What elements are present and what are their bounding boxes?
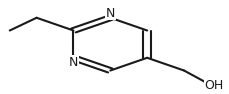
- Text: OH: OH: [204, 79, 224, 92]
- Text: N: N: [106, 7, 115, 20]
- Text: N: N: [69, 56, 78, 69]
